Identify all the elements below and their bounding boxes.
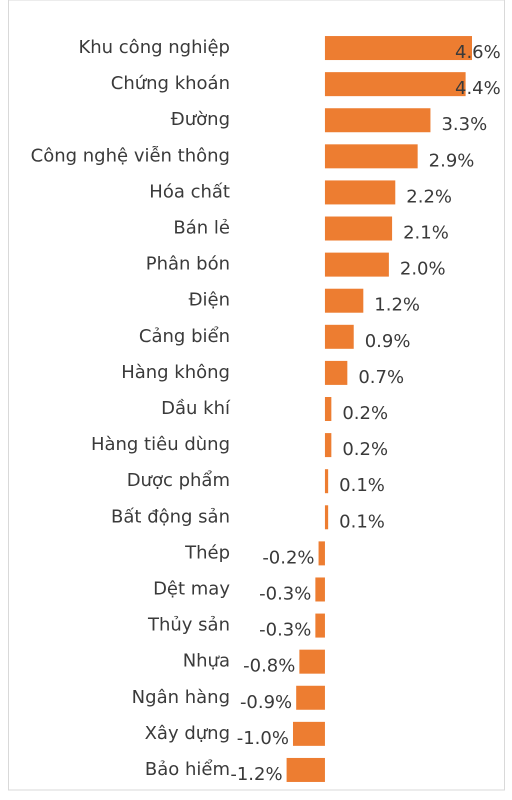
value-label: 2.9% (429, 150, 475, 171)
bar (292, 721, 325, 746)
category-label: Hàng không (121, 362, 230, 383)
bar (324, 180, 396, 205)
bar (324, 144, 418, 169)
value-label: 2.0% (400, 259, 446, 280)
category-label: Thép (184, 542, 230, 563)
category-label: Đường (171, 109, 230, 130)
value-label: 0.1% (339, 511, 385, 532)
bar (315, 613, 325, 638)
category-label: Bán lẻ (173, 218, 230, 239)
value-label: 0.2% (342, 403, 388, 424)
category-label: Thủy sản (147, 615, 230, 636)
category-label: Hóa chất (149, 181, 230, 202)
bar (299, 649, 325, 674)
value-label: -1.0% (237, 728, 289, 749)
value-label: 0.2% (342, 439, 388, 460)
bar (324, 505, 329, 530)
bar (318, 541, 325, 566)
bar (324, 72, 466, 97)
value-label: 2.2% (406, 186, 452, 207)
category-label: Dầu khí (161, 398, 231, 419)
category-label: Dệt may (153, 578, 230, 599)
bar (324, 216, 393, 241)
bar (324, 252, 389, 277)
value-label: 3.3% (441, 114, 487, 135)
value-label: -0.2% (262, 547, 314, 568)
category-label: Hàng tiêu dùng (91, 434, 230, 455)
value-label: 0.9% (365, 331, 411, 352)
bar (324, 397, 332, 421)
bar (324, 324, 354, 349)
bar (324, 360, 348, 385)
category-label: Dược phẩm (127, 470, 230, 491)
category-label: Phân bón (146, 254, 230, 275)
category-label: Điện (189, 290, 230, 311)
category-label: Nhựa (183, 651, 230, 672)
category-label: Khu công nghiệp (78, 37, 230, 58)
category-label: Xây dựng (145, 723, 230, 744)
bar (324, 433, 332, 458)
value-label: 4.6% (455, 42, 501, 63)
value-label: 0.1% (339, 475, 385, 496)
value-label: 0.7% (358, 367, 404, 388)
value-label: -0.3% (259, 620, 311, 641)
category-label: Bất động sản (111, 506, 230, 527)
value-label: -0.9% (240, 692, 292, 713)
category-label: Ngân hàng (132, 687, 230, 708)
value-label: 2.1% (403, 223, 449, 244)
bar (296, 685, 325, 710)
category-label: Cảng biển (139, 326, 230, 347)
value-label: -1.2% (230, 764, 282, 785)
bar (324, 36, 472, 61)
value-label: -0.8% (243, 656, 295, 677)
value-label: 1.2% (374, 295, 420, 316)
chart-frame (8, 0, 505, 791)
value-label: -0.3% (259, 583, 311, 604)
bar (324, 469, 329, 494)
value-label: 4.4% (455, 78, 501, 99)
bar (324, 288, 364, 313)
bar (315, 577, 325, 602)
category-label: Chứng khoán (111, 73, 230, 94)
bar (324, 108, 431, 133)
category-label: Bảo hiểm (145, 759, 230, 780)
bar (286, 757, 325, 782)
category-label: Công nghệ viễn thông (31, 145, 230, 166)
